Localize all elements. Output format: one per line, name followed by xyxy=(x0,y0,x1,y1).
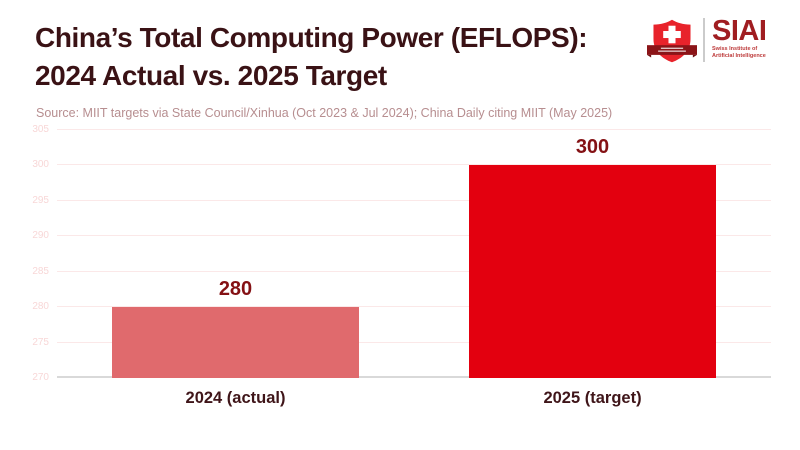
logo-divider xyxy=(703,18,705,62)
logo-text: SIAI Swiss Institute of Artificial Intel… xyxy=(712,15,767,60)
chart-title-line-2: 2024 Actual vs. 2025 Target xyxy=(35,60,387,91)
gridline-270 xyxy=(57,376,771,378)
gridline-275 xyxy=(57,341,771,343)
gridline-295 xyxy=(57,199,771,201)
y-tick-label-300: 300 xyxy=(32,159,49,171)
logo-subtitle-line-2: Artificial Intelligence xyxy=(712,53,766,59)
bar-2024-actual xyxy=(112,307,359,378)
y-tick-label-280: 280 xyxy=(32,301,49,313)
category-label-2025-target: 2025 (target) xyxy=(543,389,642,407)
y-tick-label-305: 305 xyxy=(32,124,49,135)
y-tick-label-270: 270 xyxy=(32,372,49,383)
logo-wordmark: SIAI xyxy=(712,15,767,47)
chart-title-line-1: China’s Total Computing Power (EFLOPS): xyxy=(35,22,588,53)
logo-subtitle-line-1: Swiss Institute of xyxy=(712,46,758,52)
gridline-290 xyxy=(57,235,771,237)
gridline-280 xyxy=(57,306,771,308)
gridline-305 xyxy=(57,129,771,130)
y-tick-label-285: 285 xyxy=(32,265,49,277)
source-note: Source: MIIT targets via State Council/X… xyxy=(36,106,613,120)
category-label-2024-actual: 2024 (actual) xyxy=(185,389,286,407)
y-tick-label-275: 275 xyxy=(32,336,49,348)
chart-title: China’s Total Computing Power (EFLOPS): … xyxy=(35,19,588,95)
bar-2025-target xyxy=(469,165,716,378)
chart-plot: 270 275 280 285 290 295 300 305 280 2024 (actual)… xyxy=(32,125,771,407)
bar-value-label-2025-target: 300 xyxy=(575,136,610,159)
swiss-shield-icon xyxy=(647,19,697,63)
bar-value-label-2024-actual: 280 xyxy=(218,278,253,301)
gridline-300 xyxy=(57,164,771,166)
siai-logo: SIAI Swiss Institute of Artificial Intel… xyxy=(647,15,767,65)
gridline-285 xyxy=(57,270,771,272)
y-tick-label-290: 290 xyxy=(32,230,49,242)
y-tick-label-295: 295 xyxy=(32,194,49,206)
